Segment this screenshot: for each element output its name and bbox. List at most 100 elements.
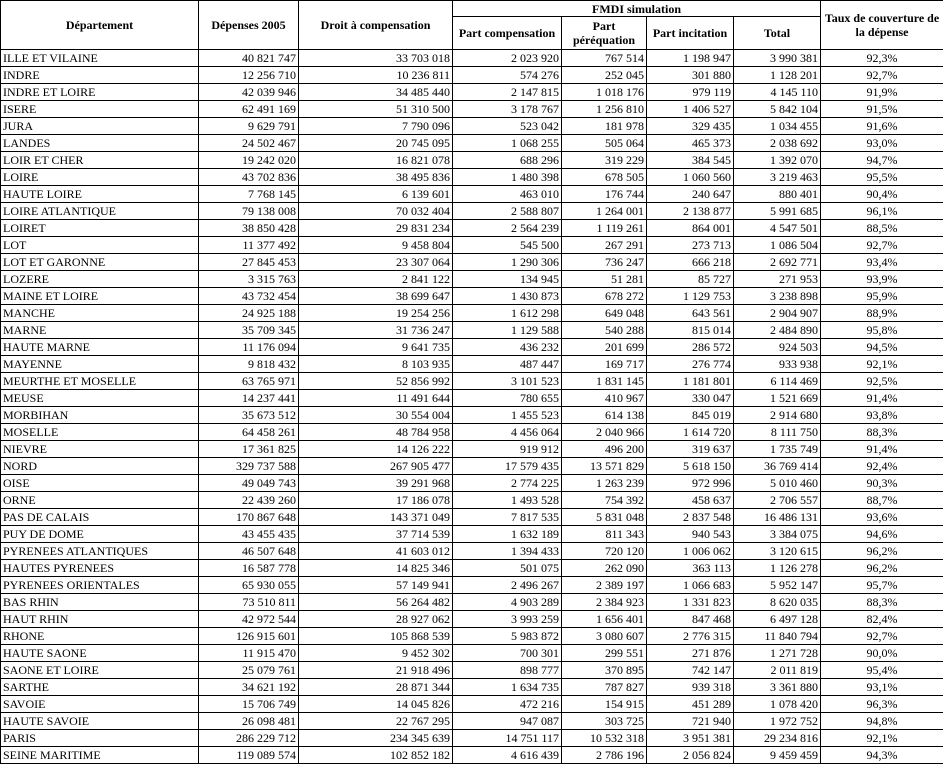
- total-cell: 2 706 557: [732, 491, 822, 509]
- table-row: INDRE ET LOIRE 42 039 946 34 485 440 2 147 …: [0, 83, 943, 101]
- part-compensation-cell: 700 301: [452, 644, 562, 662]
- taux-cell: 94,8%: [820, 712, 943, 730]
- departement-cell: JURA: [0, 117, 199, 135]
- total-cell: 1 128 201: [732, 66, 822, 84]
- table-row: LANDES 24 502 467 20 745 095 1 068 255 505 0…: [0, 134, 943, 152]
- departement-cell: HAUTES PYRENEES: [0, 559, 199, 577]
- droit-cell: 17 186 078: [298, 491, 453, 509]
- table-row: MANCHE 24 925 188 19 254 256 1 612 298 649 0…: [0, 304, 943, 322]
- taux-cell: 90,0%: [820, 644, 943, 662]
- depenses-cell: 26 098 481: [198, 712, 299, 730]
- part-incitation-cell: 1 198 947: [646, 49, 734, 67]
- part-incitation-cell: 1 129 753: [646, 287, 734, 305]
- part-perequation-cell: 176 744: [561, 185, 647, 203]
- part-perequation-cell: 154 915: [561, 695, 647, 713]
- table-row: LOIRET 38 850 428 29 831 234 2 564 239 1 119…: [0, 219, 943, 237]
- part-incitation-cell: 972 996: [646, 474, 734, 492]
- table-row: INDRE 12 256 710 10 236 811 574 276 252 045 3…: [0, 66, 943, 84]
- taux-cell: 90,3%: [820, 474, 943, 492]
- part-compensation-cell: 3 178 767: [452, 100, 562, 118]
- table-row: LOIRE ATLANTIQUE 79 138 008 70 032 404 2 58…: [0, 202, 943, 220]
- part-incitation-cell: 847 468: [646, 610, 734, 628]
- droit-cell: 38 495 836: [298, 168, 453, 186]
- header-row: Département Dépenses 2005 Droit à compen…: [0, 0, 943, 50]
- droit-cell: 14 045 826: [298, 695, 453, 713]
- table-row: LOIRE 43 702 836 38 495 836 1 480 398 678 50…: [0, 168, 943, 186]
- droit-cell: 20 745 095: [298, 134, 453, 152]
- part-perequation-cell: 10 532 318: [561, 729, 647, 747]
- depenses-cell: 119 089 574: [198, 746, 299, 764]
- part-incitation-cell: 5 618 150: [646, 457, 734, 475]
- part-perequation-cell: 2 389 197: [561, 576, 647, 594]
- part-perequation-cell: 2 040 966: [561, 423, 647, 441]
- table-row: PUY DE DOME 43 455 435 37 714 539 1 632 189…: [0, 525, 943, 543]
- part-compensation-cell: 3 101 523: [452, 372, 562, 390]
- part-perequation-cell: 1 119 261: [561, 219, 647, 237]
- part-incitation-cell: 939 318: [646, 678, 734, 696]
- header-total: Total: [732, 16, 822, 50]
- depenses-cell: 15 706 749: [198, 695, 299, 713]
- taux-cell: 94,3%: [820, 746, 943, 764]
- part-compensation-cell: 7 817 535: [452, 508, 562, 526]
- table-row: SARTHE 34 621 192 28 871 344 1 634 735 787 8…: [0, 678, 943, 696]
- departement-cell: LOIR ET CHER: [0, 151, 199, 169]
- departement-cell: MEUSE: [0, 389, 199, 407]
- part-perequation-cell: 2 786 196: [561, 746, 647, 764]
- departement-cell: INDRE ET LOIRE: [0, 83, 199, 101]
- total-cell: 3 361 880: [732, 678, 822, 696]
- part-incitation-cell: 329 435: [646, 117, 734, 135]
- droit-cell: 9 458 804: [298, 236, 453, 254]
- departement-cell: PAS DE CALAIS: [0, 508, 199, 526]
- part-incitation-cell: 1 181 801: [646, 372, 734, 390]
- part-compensation-cell: 472 216: [452, 695, 562, 713]
- depenses-cell: 9 629 791: [198, 117, 299, 135]
- table-row: LOZERE 3 315 763 2 841 122 134 945 51 281 85 …: [0, 270, 943, 288]
- part-incitation-cell: 465 373: [646, 134, 734, 152]
- taux-cell: 91,4%: [820, 389, 943, 407]
- part-compensation-cell: 523 042: [452, 117, 562, 135]
- departement-cell: SARTHE: [0, 678, 199, 696]
- table-row: NORD 329 737 588 267 905 477 17 579 435 13 5…: [0, 457, 943, 475]
- total-cell: 6 114 469: [732, 372, 822, 390]
- depenses-cell: 35 673 512: [198, 406, 299, 424]
- departement-cell: PYRENEES ATLANTIQUES: [0, 542, 199, 560]
- depenses-cell: 46 507 648: [198, 542, 299, 560]
- depenses-cell: 79 138 008: [198, 202, 299, 220]
- depenses-cell: 17 361 825: [198, 440, 299, 458]
- droit-cell: 10 236 811: [298, 66, 453, 84]
- taux-cell: 95,9%: [820, 287, 943, 305]
- part-incitation-cell: 1 060 560: [646, 168, 734, 186]
- part-incitation-cell: 2 776 315: [646, 627, 734, 645]
- part-perequation-cell: 1 263 239: [561, 474, 647, 492]
- total-cell: 36 769 414: [732, 457, 822, 475]
- part-incitation-cell: 384 545: [646, 151, 734, 169]
- droit-cell: 23 307 064: [298, 253, 453, 271]
- total-cell: 4 547 501: [732, 219, 822, 237]
- droit-cell: 70 032 404: [298, 202, 453, 220]
- part-compensation-cell: 780 655: [452, 389, 562, 407]
- total-cell: 8 620 035: [732, 593, 822, 611]
- droit-cell: 16 821 078: [298, 151, 453, 169]
- part-compensation-cell: 898 777: [452, 661, 562, 679]
- departement-cell: LOT ET GARONNE: [0, 253, 199, 271]
- departement-cell: MORBIHAN: [0, 406, 199, 424]
- depenses-cell: 11 915 470: [198, 644, 299, 662]
- departement-cell: RHONE: [0, 627, 199, 645]
- total-cell: 2 484 890: [732, 321, 822, 339]
- part-incitation-cell: 3 951 381: [646, 729, 734, 747]
- departement-cell: LOZERE: [0, 270, 199, 288]
- droit-cell: 38 699 647: [298, 287, 453, 305]
- total-cell: 2 914 680: [732, 406, 822, 424]
- part-compensation-cell: 5 983 872: [452, 627, 562, 645]
- droit-cell: 41 603 012: [298, 542, 453, 560]
- part-compensation-cell: 134 945: [452, 270, 562, 288]
- taux-cell: 91,9%: [820, 83, 943, 101]
- taux-cell: 82,4%: [820, 610, 943, 628]
- taux-cell: 95,5%: [820, 168, 943, 186]
- droit-cell: 33 703 018: [298, 49, 453, 67]
- taux-cell: 90,4%: [820, 185, 943, 203]
- total-cell: 11 840 794: [732, 627, 822, 645]
- total-cell: 1 392 070: [732, 151, 822, 169]
- part-perequation-cell: 181 978: [561, 117, 647, 135]
